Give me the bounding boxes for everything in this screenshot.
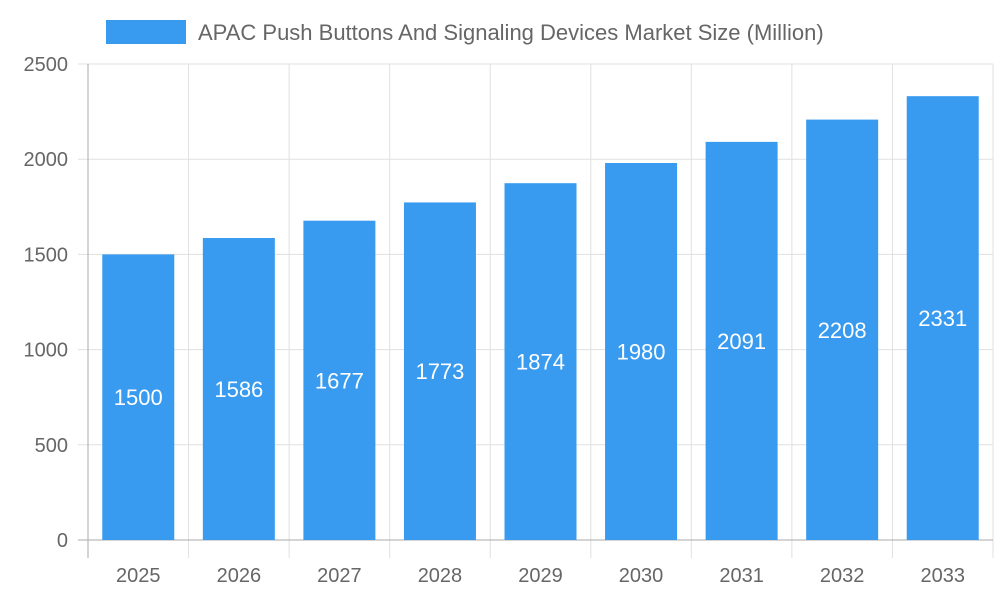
data-label: 2208 — [818, 318, 867, 343]
y-tick-label: 1500 — [24, 244, 69, 266]
bar — [303, 220, 376, 540]
bar — [504, 183, 577, 540]
bar — [403, 202, 476, 540]
bar — [102, 254, 175, 540]
y-tick-label: 2000 — [24, 149, 69, 171]
x-tick-label: 2029 — [518, 565, 563, 587]
data-label: 2091 — [717, 329, 766, 354]
data-label: 1980 — [617, 340, 666, 365]
bar — [705, 141, 778, 540]
legend-swatch — [106, 20, 186, 44]
x-tick-label: 2025 — [116, 565, 161, 587]
x-tick-label: 2032 — [820, 565, 865, 587]
y-tick-label: 2500 — [24, 54, 69, 76]
x-tick-label: 2030 — [619, 565, 664, 587]
y-tick-label: 1000 — [24, 340, 69, 362]
y-tick-label: 0 — [57, 530, 68, 552]
bar — [906, 96, 979, 540]
legend-label: APAC Push Buttons And Signaling Devices … — [198, 20, 824, 45]
legend: APAC Push Buttons And Signaling Devices … — [106, 20, 824, 45]
data-label: 1586 — [214, 377, 263, 402]
y-tick-label: 500 — [35, 435, 68, 457]
data-label: 2331 — [918, 306, 967, 331]
bar — [605, 163, 678, 540]
data-label: 1874 — [516, 350, 565, 375]
x-tick-label: 2026 — [217, 565, 262, 587]
data-label: 1773 — [415, 359, 464, 384]
x-tick-label: 2033 — [920, 565, 965, 587]
x-tick-label: 2028 — [418, 565, 463, 587]
x-tick-label: 2031 — [719, 565, 764, 587]
bar — [806, 119, 879, 540]
x-tick-label: 2027 — [317, 565, 362, 587]
data-label: 1677 — [315, 368, 364, 393]
data-label: 1500 — [114, 385, 163, 410]
bar — [202, 238, 275, 540]
